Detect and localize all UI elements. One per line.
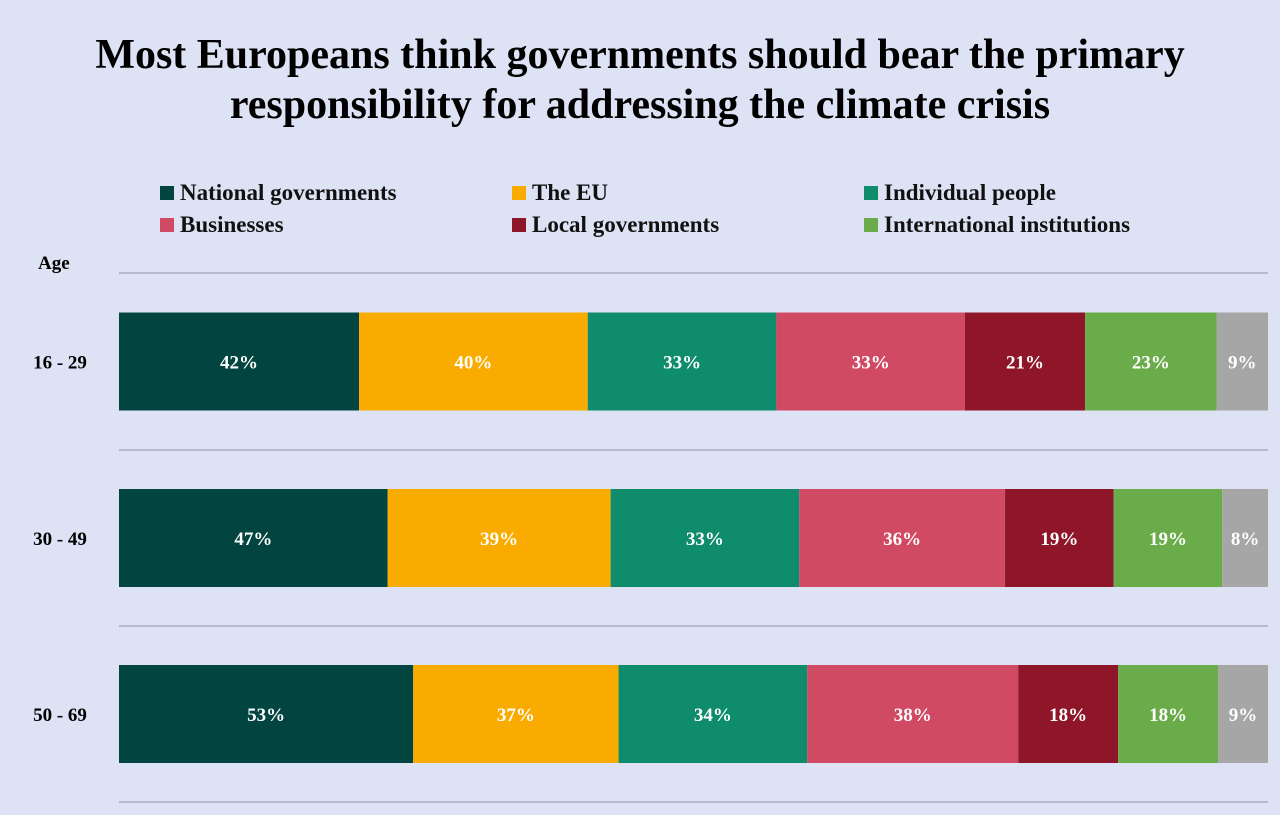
bar-segment <box>1222 489 1268 587</box>
data-label: 36% <box>883 529 921 550</box>
bar-segment <box>799 489 1006 587</box>
data-label: 53% <box>247 705 285 726</box>
data-label: 9% <box>1228 353 1257 374</box>
data-label: 33% <box>686 529 724 550</box>
legend-label: Businesses <box>180 212 284 237</box>
legend-label: International institutions <box>884 212 1131 237</box>
legend-label: Individual people <box>884 180 1056 205</box>
data-label: 8% <box>1231 529 1260 550</box>
chart-title-line-1: Most Europeans think governments should … <box>95 32 1185 78</box>
bar-segment <box>1085 312 1217 411</box>
chart-title: Most Europeans think governments should … <box>0 30 1280 130</box>
chart-legend: National governments The EU Individual peo… <box>160 180 1240 238</box>
data-label: 47% <box>234 529 272 550</box>
legend-item: Businesses <box>160 212 512 238</box>
bar-segment <box>1218 665 1268 763</box>
data-label: 21% <box>1006 353 1044 374</box>
bar-segment <box>1113 489 1223 587</box>
legend-swatch <box>160 186 174 200</box>
bar-segment <box>610 489 800 587</box>
data-label: 23% <box>1132 353 1170 374</box>
bar-segment <box>618 665 808 763</box>
legend-swatch <box>160 218 174 232</box>
chart-title-line-2: responsibility for addressing the climat… <box>229 82 1051 128</box>
data-label: 19% <box>1149 529 1187 550</box>
data-label: 33% <box>852 353 890 374</box>
category-label: 16 - 29 <box>33 353 87 374</box>
bar-segment <box>1216 312 1268 411</box>
bar-segment <box>776 312 966 411</box>
data-label: 39% <box>480 529 518 550</box>
data-label: 33% <box>663 353 701 374</box>
bar-segment <box>119 312 360 411</box>
legend-item: The EU <box>512 180 864 206</box>
legend-label: Local governments <box>532 212 720 237</box>
bar-segment <box>1018 665 1119 763</box>
data-label: 19% <box>1040 529 1078 550</box>
bar-segment <box>1005 489 1114 587</box>
data-label: 42% <box>220 353 258 374</box>
category-label: 30 - 49 <box>33 529 87 550</box>
legend-swatch <box>864 186 878 200</box>
bar-segment <box>587 312 777 411</box>
legend-swatch <box>864 218 878 232</box>
y-axis-label: Age <box>38 253 70 274</box>
legend-label: National governments <box>180 180 397 205</box>
data-label: 34% <box>694 705 732 726</box>
data-label: 40% <box>454 353 492 374</box>
data-label: 38% <box>894 705 932 726</box>
legend-label: The EU <box>532 180 609 205</box>
legend-item: Local governments <box>512 212 864 238</box>
bar-segment <box>1118 665 1219 763</box>
bar-segment <box>413 665 619 763</box>
bar-segment <box>807 665 1019 763</box>
bar-segment <box>119 665 414 763</box>
bar-segment <box>387 489 611 587</box>
bar-segment <box>359 312 588 411</box>
legend-item: Individual people <box>864 180 1216 206</box>
category-label: 50 - 69 <box>33 705 87 726</box>
bar-segment <box>119 489 388 587</box>
legend-swatch <box>512 218 526 232</box>
data-label: 18% <box>1049 705 1087 726</box>
legend-item: International institutions <box>864 212 1216 238</box>
data-label: 37% <box>497 705 535 726</box>
legend-item: National governments <box>160 180 512 206</box>
bar-segment <box>965 312 1086 411</box>
data-label: 9% <box>1229 705 1258 726</box>
legend-swatch <box>512 186 526 200</box>
data-label: 18% <box>1149 705 1187 726</box>
